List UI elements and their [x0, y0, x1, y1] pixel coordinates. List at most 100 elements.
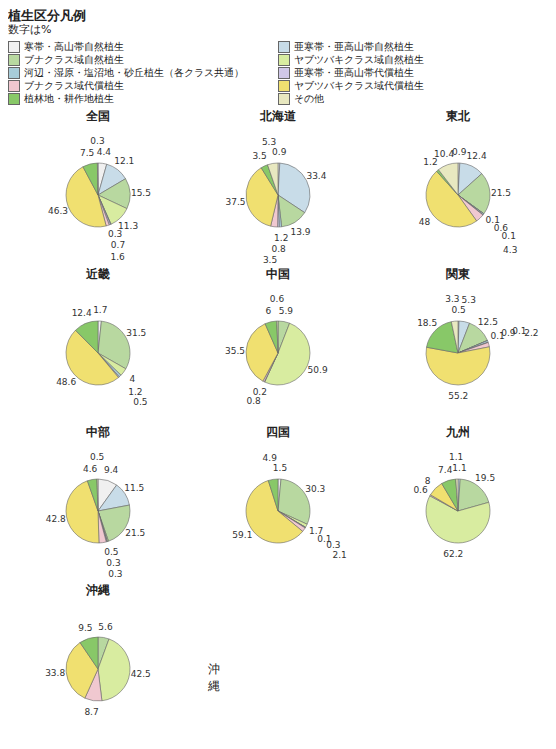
html-text:沖縄: 沖縄 [86, 583, 110, 597]
svg-text:0.8: 0.8 [246, 396, 261, 406]
svg-text:3.5: 3.5 [102, 581, 116, 582]
svg-text:12.4: 12.4 [467, 151, 487, 161]
svg-text:33.8: 33.8 [45, 668, 65, 678]
svg-text:8: 8 [425, 476, 431, 486]
html-text:関東: 関東 [446, 267, 470, 281]
html-text:亜寒帯・亜高山帯自然植生: 亜寒帯・亜高山帯自然植生 [294, 41, 414, 52]
svg-text:0.3: 0.3 [108, 229, 122, 239]
svg-text:5.3: 5.3 [462, 295, 476, 305]
svg-text:10.4: 10.4 [434, 149, 454, 159]
html-text:東北: 東北 [446, 109, 470, 123]
svg-text:9.5: 9.5 [78, 623, 92, 633]
svg-text:0.1: 0.1 [485, 215, 500, 226]
html-text:全国: 全国 [86, 109, 110, 123]
svg-text:0.6: 0.6 [270, 294, 285, 304]
svg-text:0.5: 0.5 [104, 547, 118, 557]
svg-text:12.1: 12.1 [114, 156, 134, 166]
html-text:近畿: 近畿 [86, 267, 110, 281]
svg-text:9.4: 9.4 [104, 465, 119, 475]
svg-text:55.2: 55.2 [448, 391, 468, 401]
svg-text:0.1: 0.1 [502, 231, 516, 241]
svg-text:4.9: 4.9 [263, 453, 278, 463]
svg-text:0.5: 0.5 [133, 397, 147, 407]
html-text:ブナクラス域代償植生: ブナクラス域代償植生 [24, 80, 124, 91]
html-text:九州: 九州 [446, 425, 470, 439]
svg-text:0.5: 0.5 [452, 305, 466, 315]
svg-text:62.2: 62.2 [443, 549, 463, 559]
html-text:四国: 四国 [266, 425, 290, 439]
svg-text:48: 48 [419, 217, 431, 227]
svg-text:0.8: 0.8 [272, 244, 287, 254]
svg-text:8.7: 8.7 [84, 707, 98, 717]
html-text:ブナクラス域自然植生: ブナクラス域自然植生 [24, 54, 124, 65]
svg-text:1.1: 1.1 [452, 463, 466, 473]
svg-text:11.5: 11.5 [124, 483, 144, 493]
svg-text:42.8: 42.8 [46, 514, 66, 524]
html-text:数字は%: 数字は% [8, 23, 52, 36]
svg-text:15.5: 15.5 [131, 188, 151, 198]
svg-text:46.3: 46.3 [48, 206, 68, 216]
svg-text:7.4: 7.4 [438, 465, 453, 475]
html-text:亜寒帯・亜高山帯代償植生: 亜寒帯・亜高山帯代償植生 [294, 67, 414, 78]
svg-text:4.3: 4.3 [503, 245, 517, 255]
svg-text:1.5: 1.5 [273, 463, 287, 473]
svg-text:33.4: 33.4 [306, 171, 326, 181]
svg-text:18.5: 18.5 [417, 318, 437, 328]
svg-text:4: 4 [130, 374, 136, 384]
svg-text:0.5: 0.5 [90, 452, 104, 462]
svg-text:19.5: 19.5 [475, 473, 495, 483]
svg-text:30.3: 30.3 [305, 484, 325, 494]
svg-text:11.3: 11.3 [118, 220, 139, 231]
svg-text:13.9: 13.9 [290, 227, 310, 237]
svg-text:31.5: 31.5 [126, 328, 146, 338]
svg-text:42.5: 42.5 [131, 669, 151, 679]
svg-text:2.2: 2.2 [524, 328, 538, 338]
html-text:ヤブツバキクラス域代償植生: ヤブツバキクラス域代償植生 [294, 80, 424, 91]
html-text:中国: 中国 [266, 267, 290, 281]
svg-text:0.7: 0.7 [111, 240, 125, 250]
html-text:植林地・耕作地植生: 植林地・耕作地植生 [24, 93, 114, 104]
svg-text:0.3: 0.3 [326, 540, 340, 550]
svg-text:1.7: 1.7 [93, 305, 107, 315]
svg-text:1.1: 1.1 [449, 452, 463, 462]
svg-text:35.5: 35.5 [225, 346, 245, 356]
svg-text:12.4: 12.4 [72, 308, 92, 318]
svg-text:21.5: 21.5 [491, 188, 511, 198]
svg-text:48.6: 48.6 [56, 377, 76, 387]
svg-text:1.6: 1.6 [111, 252, 126, 262]
svg-text:1.2: 1.2 [128, 387, 142, 397]
svg-text:0.6: 0.6 [493, 222, 509, 233]
svg-text:3.5: 3.5 [263, 255, 277, 265]
svg-text:50.9: 50.9 [308, 365, 328, 375]
html-text:中部: 中部 [86, 425, 110, 439]
svg-text:0.3: 0.3 [90, 136, 104, 146]
svg-text:0.9: 0.9 [452, 147, 467, 157]
svg-text:21.5: 21.5 [125, 528, 145, 538]
svg-text:4.6: 4.6 [83, 464, 98, 474]
svg-text:7.5: 7.5 [80, 148, 94, 158]
svg-text:5.3: 5.3 [262, 137, 276, 147]
html-text:北海道: 北海道 [260, 109, 296, 123]
html-text:ヤブツバキクラス域自然植生: ヤブツバキクラス域自然植生 [294, 54, 424, 65]
svg-text:0.9: 0.9 [272, 147, 287, 157]
svg-text:6: 6 [265, 306, 271, 316]
html-text:その他: その他 [294, 93, 324, 104]
html-text:植生区分凡例: 植生区分凡例 [8, 8, 86, 23]
html-text:沖縄: 沖縄 [208, 662, 220, 693]
svg-text:0.3: 0.3 [108, 569, 122, 579]
svg-text:37.5: 37.5 [226, 197, 246, 207]
svg-text:4.4: 4.4 [97, 147, 112, 157]
svg-text:12.5: 12.5 [478, 317, 498, 327]
svg-text:0.1: 0.1 [490, 331, 505, 342]
svg-text:3.5: 3.5 [252, 151, 266, 161]
html-text:河辺・湿原・塩沼地・砂丘植生（各クラス共通）: 河辺・湿原・塩沼地・砂丘植生（各クラス共通） [24, 67, 244, 78]
svg-text:5.9: 5.9 [279, 306, 294, 316]
svg-text:3.3: 3.3 [445, 294, 459, 304]
svg-text:2.1: 2.1 [332, 550, 346, 560]
svg-text:0.3: 0.3 [106, 558, 120, 568]
svg-text:5.6: 5.6 [98, 622, 113, 632]
svg-text:59.1: 59.1 [232, 530, 252, 540]
svg-text:1.2: 1.2 [274, 233, 288, 243]
svg-text:0.6: 0.6 [413, 485, 428, 495]
html-text:寒帯・高山帯自然植生: 寒帯・高山帯自然植生 [24, 41, 124, 52]
